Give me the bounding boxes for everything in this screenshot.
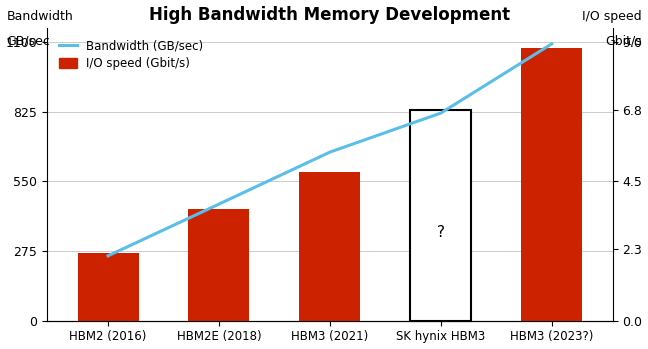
Text: ?: ? <box>437 225 445 240</box>
Bar <box>189 209 249 321</box>
Text: Bandwidth: Bandwidth <box>6 10 73 23</box>
Bar <box>410 110 471 321</box>
Text: Gbit/s: Gbit/s <box>605 35 642 48</box>
Bar <box>78 253 139 321</box>
Bar <box>521 48 582 321</box>
Bar <box>299 172 360 321</box>
Text: GB/sec: GB/sec <box>6 35 51 48</box>
Bar <box>78 253 139 321</box>
Bar <box>299 172 360 321</box>
Text: I/O speed: I/O speed <box>582 10 642 23</box>
Bar <box>189 209 249 321</box>
Legend: Bandwidth (GB/sec), I/O speed (Gbit/s): Bandwidth (GB/sec), I/O speed (Gbit/s) <box>53 34 209 76</box>
Bar <box>521 48 582 321</box>
Title: High Bandwidth Memory Development: High Bandwidth Memory Development <box>149 6 511 23</box>
